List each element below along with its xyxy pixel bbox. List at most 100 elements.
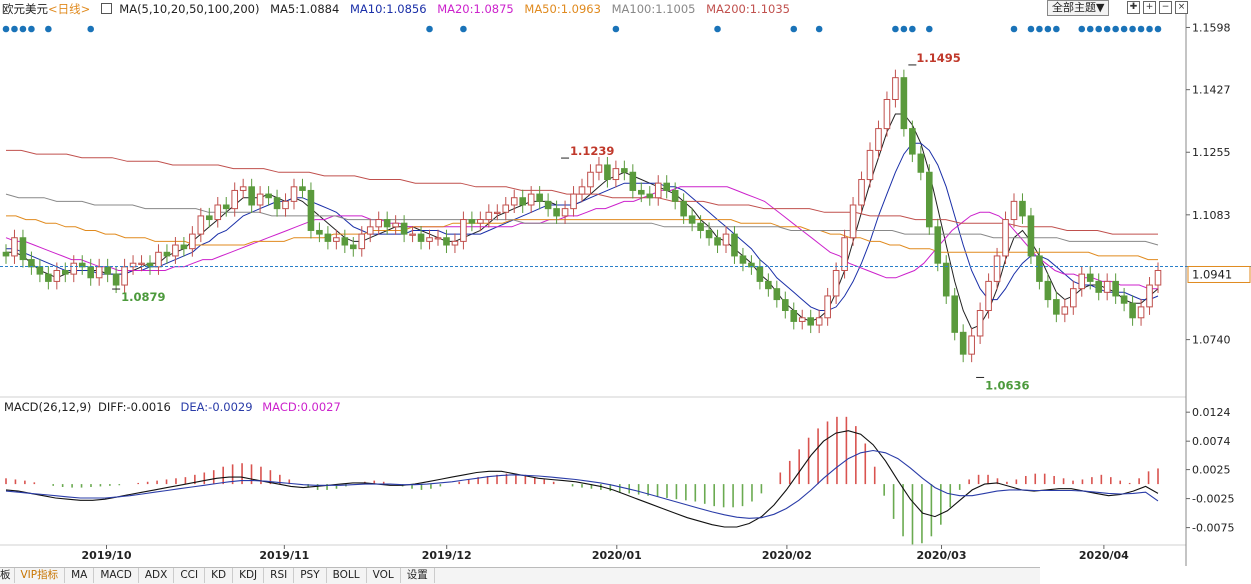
theme-select-button[interactable]: 全部主题▼ xyxy=(1047,0,1110,16)
signal-dot xyxy=(1078,25,1086,33)
date-label: 2020/01 xyxy=(592,549,642,562)
candle-down xyxy=(265,193,272,199)
signal-dot xyxy=(426,25,433,33)
period-label[interactable]: <日线> xyxy=(48,2,91,16)
candle-down xyxy=(697,222,704,231)
ma-params: MA(5,10,20,50,100,200) xyxy=(119,2,260,16)
candle-up xyxy=(451,240,459,246)
candle-up xyxy=(561,208,569,217)
tab-settings[interactable]: 设置 xyxy=(401,568,435,583)
candle-up xyxy=(375,219,383,228)
candle-up xyxy=(985,280,992,312)
close-icon[interactable]: × xyxy=(1175,1,1188,14)
indicator-tab-bar: 板 VIP指标 MA MACD ADX CCI KD KDJ RSI PSY BOLL VOL 设置 xyxy=(0,567,1040,584)
candle-up xyxy=(824,295,831,319)
ma-toggle-checkbox[interactable] xyxy=(101,3,113,14)
tab-psy[interactable]: PSY xyxy=(294,568,327,583)
tab-vol[interactable]: VOL xyxy=(367,568,401,583)
candle-up xyxy=(849,204,857,239)
signal-dot xyxy=(1010,25,1018,33)
candle-down xyxy=(688,215,696,224)
candle-up xyxy=(70,262,78,275)
candle-up xyxy=(409,233,416,236)
high-label: 1.1239 xyxy=(570,144,614,158)
candle-up xyxy=(392,222,399,228)
candle-down xyxy=(2,251,10,257)
macd-tick-label: 0.0124 xyxy=(1192,406,1231,419)
candle-down xyxy=(773,288,781,301)
candle-up xyxy=(993,255,1001,282)
candle-up xyxy=(138,262,145,265)
candle-up xyxy=(595,164,603,173)
macd-macd-value: MACD:0.0027 xyxy=(262,400,341,414)
ma100-line xyxy=(5,193,1159,246)
macd-tick-label: 0.0074 xyxy=(1192,435,1231,448)
dea-line xyxy=(5,449,1159,519)
zoom-in-icon[interactable]: + xyxy=(1143,1,1156,14)
price-tick-label: 1.1427 xyxy=(1192,84,1231,97)
candle-down xyxy=(28,259,35,268)
candle-up xyxy=(1069,288,1077,308)
candle-down xyxy=(1112,280,1119,297)
price-tick-label: 1.1598 xyxy=(1192,21,1231,34)
candle-up xyxy=(214,204,222,221)
candle-up xyxy=(366,226,374,235)
candle-down xyxy=(19,237,27,261)
macd-tick-label: -0.0075 xyxy=(1192,522,1234,535)
candle-up xyxy=(798,317,806,322)
price-tick-label: 1.1255 xyxy=(1192,146,1231,159)
tab-cci[interactable]: CCI xyxy=(174,568,206,583)
crosshair-icon[interactable]: ✚ xyxy=(1127,1,1140,14)
current-price-label: 1.0941 xyxy=(1192,267,1232,281)
candle-up xyxy=(841,237,848,271)
candle-up xyxy=(1137,306,1145,319)
candle-down xyxy=(1120,295,1128,304)
price-tick-label: 1.1083 xyxy=(1192,209,1231,222)
tab-adx[interactable]: ADX xyxy=(139,568,175,583)
tab-boll[interactable]: BOLL xyxy=(327,568,367,583)
candle-up xyxy=(502,204,510,213)
candle-down xyxy=(739,255,747,264)
candle-up xyxy=(477,219,484,224)
candle-up xyxy=(282,200,289,210)
low-label: 1.0636 xyxy=(985,378,1029,392)
macd-tick-label: 0.0025 xyxy=(1192,464,1231,477)
candle-down xyxy=(273,197,281,210)
tab-ma[interactable]: MA xyxy=(65,568,95,583)
signal-dot xyxy=(19,25,27,33)
candle-up xyxy=(527,193,535,206)
candle-down xyxy=(205,215,213,221)
candle-up xyxy=(172,244,179,257)
tab-rsi[interactable]: RSI xyxy=(264,568,295,583)
tab-kdj[interactable]: KDJ xyxy=(233,568,265,583)
tab-kd[interactable]: KD xyxy=(205,568,234,583)
candle-down xyxy=(324,233,332,242)
candle-down xyxy=(417,233,425,242)
candle-up xyxy=(1010,200,1018,221)
signal-dot xyxy=(925,25,933,33)
candle-down xyxy=(519,197,527,206)
candle-up xyxy=(189,233,196,250)
candle-up xyxy=(53,269,61,282)
signal-dot xyxy=(2,25,10,33)
candle-down xyxy=(629,171,637,191)
candle-down xyxy=(671,189,679,202)
candle-down xyxy=(1036,255,1043,282)
tab-board[interactable]: 板 xyxy=(0,568,15,583)
candle-up xyxy=(95,266,103,279)
tab-macd[interactable]: MACD xyxy=(94,568,139,583)
tab-vip-indicator[interactable]: VIP指标 xyxy=(15,568,66,583)
candle-down xyxy=(663,182,671,191)
candle-down xyxy=(36,266,44,275)
candle-down xyxy=(248,186,255,206)
signal-dot xyxy=(11,25,18,33)
candle-up xyxy=(976,310,984,337)
signal-dot xyxy=(45,25,52,33)
candle-up xyxy=(832,269,840,297)
candle-down xyxy=(341,237,349,246)
candle-down xyxy=(621,168,628,173)
signal-dot xyxy=(892,25,899,33)
zoom-out-icon[interactable]: − xyxy=(1159,1,1172,14)
candle-down xyxy=(680,200,687,217)
